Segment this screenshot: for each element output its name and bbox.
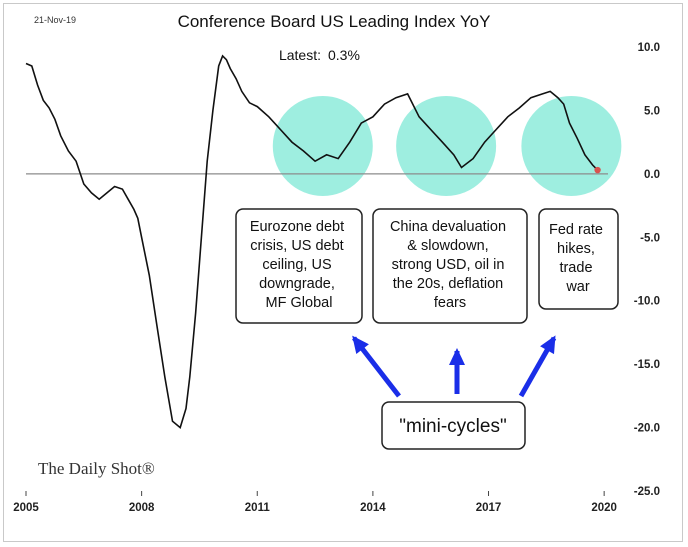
highlight-circle [521,95,622,196]
x-tick-label: 2020 [591,502,617,514]
note-line: China devaluation [390,219,506,235]
x-tick-label: 2008 [129,502,155,514]
note-line: war [565,279,590,295]
y-tick-label: -25.0 [634,486,660,498]
note-line: ceiling, US [262,257,331,273]
arrow-head [540,335,556,355]
y-axis: 10.0 5.0 0.0 -5.0 -10.0 -15.0 -20.0 -25.0 [634,42,660,498]
y-tick-label: -10.0 [634,296,660,308]
x-axis: 2005 2008 2011 2014 2017 2020 [13,491,617,514]
x-tick-label: 2011 [245,502,271,514]
date-label: 21-Nov-19 [34,15,76,25]
note-line: strong USD, oil in [392,257,505,273]
svg-text:Fed rate hikes,: Fed rate hikes, trade war [549,222,607,295]
note-line: & slowdown, [407,238,488,254]
x-tick-label: 2014 [360,502,386,514]
note-line: the 20s, deflation [393,276,503,292]
note-box-fed: Fed rate hikes, trade war [538,208,619,310]
y-tick-label: 5.0 [644,105,660,117]
highlight-circle [272,95,373,196]
y-tick-label: -15.0 [634,359,660,371]
brand-logo: The Daily Shot® [38,459,155,478]
arrow-head [449,348,465,365]
latest-value: 0.3% [328,47,360,63]
x-tick-label: 2017 [476,502,502,514]
arrow-head [352,335,369,354]
svg-text:Eurozone debt crisis,: Eurozone debt crisis, US debt ceiling, U… [250,219,348,311]
y-tick-label: -20.0 [634,423,660,435]
note-line: Eurozone debt [250,219,344,235]
note-line: hikes, [557,241,595,257]
x-tick-label: 2005 [13,502,39,514]
y-tick-label: -5.0 [640,232,660,244]
highlight-layer [272,95,622,196]
series-line [25,54,599,429]
mini-cycles-label: "mini-cycles" [399,416,506,437]
mini-cycles-callout: "mini-cycles" [381,401,526,450]
note-line: Fed rate [549,222,603,238]
y-tick-label: 10.0 [638,42,660,54]
chart-svg: 21-Nov-19 Conference Board US Leading In… [13,12,660,514]
note-line: fears [434,295,466,311]
svg-text:China devaluation & sl: China devaluation & slowdown, strong USD… [390,219,510,311]
note-line: crisis, US debt [250,238,343,254]
chart-title: Conference Board US Leading Index YoY [178,12,491,31]
note-line: MF Global [266,295,333,311]
latest-label: Latest: [279,47,321,63]
latest-point-marker [594,166,601,174]
y-tick-label: 0.0 [644,169,660,181]
note-line: downgrade, [259,276,335,292]
note-line: trade [559,260,592,276]
chart-frame: 21-Nov-19 Conference Board US Leading In… [3,3,683,542]
note-box-eurozone: Eurozone debt crisis, US debt ceiling, U… [235,208,363,324]
arrows [352,335,557,398]
note-box-china: China devaluation & slowdown, strong USD… [372,208,528,324]
